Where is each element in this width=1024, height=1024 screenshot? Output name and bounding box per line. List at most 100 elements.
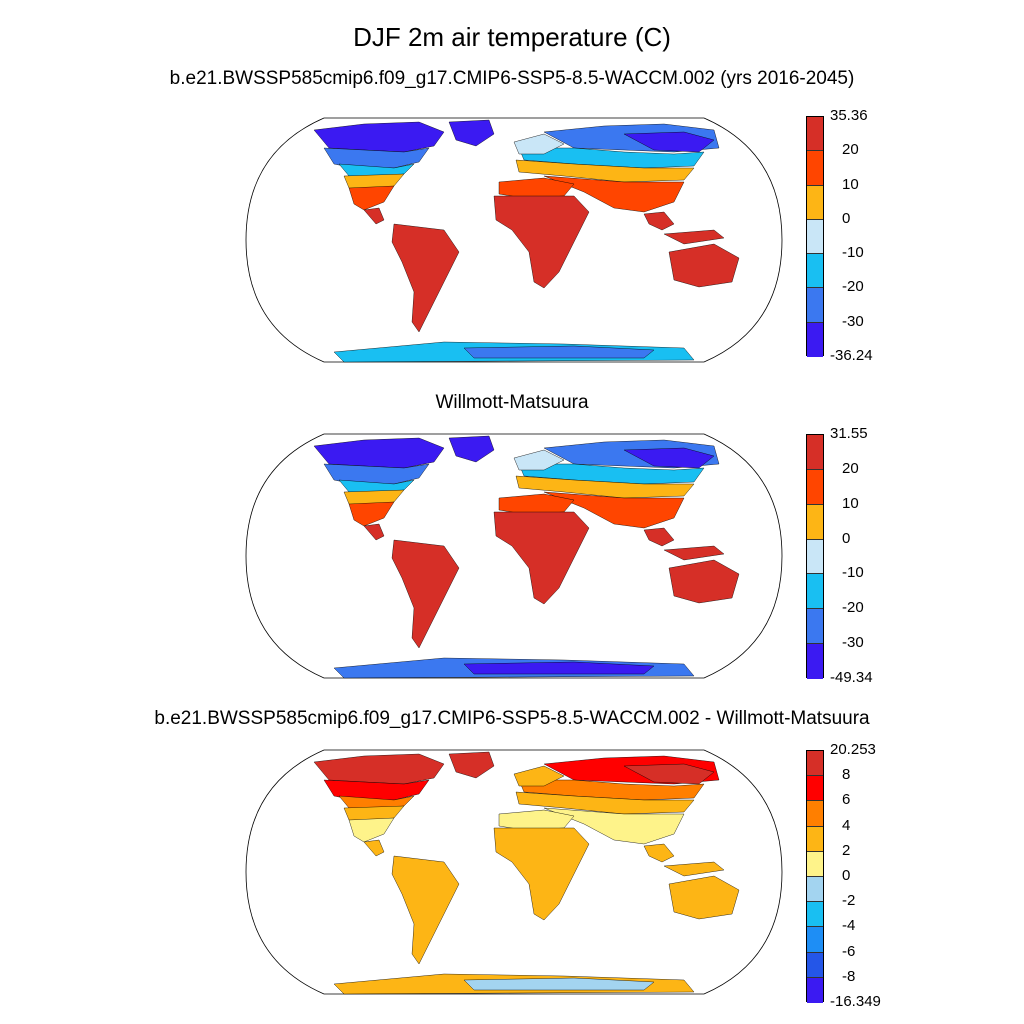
land-region-arctic bbox=[323, 463, 430, 485]
colorbar-swatch bbox=[807, 801, 823, 827]
land-region-hot bbox=[493, 827, 590, 921]
land-region-mild bbox=[515, 791, 695, 815]
land-region-hot bbox=[363, 839, 385, 857]
colorbar-tick-label: 6 bbox=[842, 791, 851, 809]
land-region-hot bbox=[663, 545, 725, 561]
colorbar-tick-label: 0 bbox=[842, 529, 851, 547]
land-region-hot bbox=[493, 511, 590, 605]
figure-title: DJF 2m air temperature (C) bbox=[353, 22, 671, 52]
colorbar-swatch bbox=[807, 609, 823, 645]
land-region-hot bbox=[643, 211, 675, 231]
land-region-cool bbox=[513, 765, 565, 787]
colorbar-swatch bbox=[807, 902, 823, 928]
land-region-polar bbox=[448, 119, 495, 147]
land-region-antarctic_inner bbox=[463, 661, 655, 675]
colorbar-tick-label: 20.253 bbox=[830, 741, 876, 758]
land-region-arctic bbox=[323, 779, 430, 801]
colorbar-tick-label: 4 bbox=[842, 816, 851, 834]
colorbar-swatch bbox=[807, 574, 823, 610]
land-region-antarctic_inner bbox=[463, 977, 655, 991]
land-region-warm bbox=[543, 491, 685, 529]
colorbar-swatch bbox=[807, 254, 823, 289]
land-region-hot bbox=[668, 559, 740, 604]
colorbar-obs bbox=[806, 434, 824, 679]
land-region-hot bbox=[643, 843, 675, 863]
colorbar-tick-label: -20 bbox=[842, 599, 864, 617]
map-obs bbox=[245, 433, 783, 679]
colorbar-tick-label: -30 bbox=[842, 634, 864, 652]
land-region-polar bbox=[448, 435, 495, 463]
land-region-warm bbox=[348, 817, 395, 843]
colorbar-swatch bbox=[807, 151, 823, 186]
colorbar-swatch bbox=[807, 927, 823, 953]
land-region-hot bbox=[663, 861, 725, 877]
colorbar-tick-label: 8 bbox=[842, 766, 851, 784]
colorbar-diff bbox=[806, 750, 824, 1003]
colorbar-tick-label: -20 bbox=[842, 278, 864, 296]
land-region-warm bbox=[348, 501, 395, 527]
land-region-subarctic bbox=[518, 147, 705, 169]
land-region-cool bbox=[513, 449, 565, 471]
colorbar-tick-label: 31.55 bbox=[830, 425, 868, 442]
land-region-hot bbox=[391, 223, 460, 333]
map-model bbox=[245, 117, 783, 363]
colorbar-tick-label: 2 bbox=[842, 841, 851, 859]
colorbar-model bbox=[806, 116, 824, 357]
colorbar-swatch bbox=[807, 117, 823, 152]
panel-title-diff: b.e21.BWSSP585cmip6.f09_g17.CMIP6-SSP5-8… bbox=[154, 708, 870, 729]
colorbar-tick-label: -30 bbox=[842, 312, 864, 330]
colorbar-tick-label: -10 bbox=[842, 564, 864, 582]
land-region-mild bbox=[515, 475, 695, 499]
land-region-hot bbox=[391, 539, 460, 649]
colorbar-swatch bbox=[807, 288, 823, 323]
colorbar-tick-label: 0 bbox=[842, 867, 851, 884]
land-region-hot bbox=[493, 195, 590, 289]
colorbar-tick-label: 10 bbox=[842, 494, 859, 512]
land-region-warm bbox=[543, 807, 685, 845]
land-region-hot bbox=[663, 229, 725, 245]
colorbar-swatch bbox=[807, 977, 823, 1003]
land-region-warm bbox=[348, 185, 395, 211]
land-region-mild bbox=[515, 159, 695, 183]
panel-title-model: b.e21.BWSSP585cmip6.f09_g17.CMIP6-SSP5-8… bbox=[169, 68, 855, 89]
colorbar-tick-label: -16.349 bbox=[830, 993, 881, 1010]
colorbar-tick-label: -8 bbox=[842, 967, 856, 985]
colorbar-tick-label: -4 bbox=[842, 917, 856, 935]
colorbar-tick-label: 35.36 bbox=[830, 107, 868, 124]
land-region-antarctic_inner bbox=[463, 345, 655, 359]
colorbar-swatch bbox=[807, 851, 823, 877]
land-region-hot bbox=[668, 875, 740, 920]
colorbar-tick-label: -2 bbox=[842, 892, 856, 910]
colorbar-swatch bbox=[807, 185, 823, 220]
colorbar-swatch bbox=[807, 504, 823, 540]
colorbar-tick-label: 0 bbox=[842, 209, 851, 227]
land-region-subarctic bbox=[518, 463, 705, 485]
colorbar-tick-label: 20 bbox=[842, 459, 859, 477]
land-region-arctic bbox=[323, 147, 430, 169]
colorbar-swatch bbox=[807, 435, 823, 470]
land-region-hot bbox=[391, 855, 460, 965]
colorbar-tick-label: -36.24 bbox=[830, 347, 873, 364]
land-region-polar bbox=[623, 447, 715, 469]
colorbar-swatch bbox=[807, 322, 823, 357]
colorbar-swatch bbox=[807, 539, 823, 575]
land-region-polar bbox=[623, 131, 715, 153]
colorbar-swatch bbox=[807, 952, 823, 978]
colorbar-tick-label: 20 bbox=[842, 141, 859, 159]
map-diff bbox=[245, 749, 783, 995]
colorbar-swatch bbox=[807, 644, 823, 679]
colorbar-swatch bbox=[807, 826, 823, 852]
colorbar-swatch bbox=[807, 469, 823, 505]
land-region-polar bbox=[448, 751, 495, 779]
colorbar-swatch bbox=[807, 776, 823, 802]
land-region-hot bbox=[363, 523, 385, 541]
colorbar-swatch bbox=[807, 876, 823, 903]
land-region-cool bbox=[513, 133, 565, 155]
colorbar-tick-label: 10 bbox=[842, 175, 859, 193]
panel-title-obs: Willmott-Matsuura bbox=[435, 392, 589, 413]
colorbar-swatch bbox=[807, 751, 823, 777]
colorbar-swatch bbox=[807, 219, 823, 255]
land-region-subarctic bbox=[518, 779, 705, 801]
land-region-warm bbox=[543, 175, 685, 213]
land-region-hot bbox=[363, 207, 385, 225]
